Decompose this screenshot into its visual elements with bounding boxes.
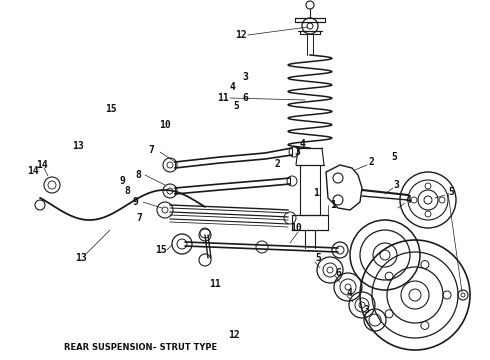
Text: 15: 15	[105, 104, 117, 114]
Text: 3: 3	[243, 72, 248, 82]
Text: 13: 13	[75, 253, 87, 263]
Text: 5: 5	[391, 152, 397, 162]
Text: 11: 11	[209, 279, 221, 289]
Text: 10: 10	[159, 120, 171, 130]
Text: 3: 3	[363, 305, 369, 315]
Text: 1: 1	[314, 188, 319, 198]
Text: 12: 12	[235, 30, 247, 40]
Text: 2: 2	[368, 157, 374, 167]
Text: 5: 5	[448, 187, 454, 197]
Text: 8: 8	[135, 170, 141, 180]
Text: 15: 15	[155, 245, 167, 255]
Text: 7: 7	[136, 213, 142, 223]
Text: 6: 6	[335, 268, 341, 278]
Text: 2: 2	[274, 159, 280, 169]
Text: 3: 3	[294, 147, 300, 157]
Text: 4: 4	[229, 82, 235, 92]
Text: 5: 5	[234, 101, 240, 111]
Text: 9: 9	[132, 197, 138, 207]
Text: 7: 7	[148, 145, 154, 155]
Text: 13: 13	[73, 141, 84, 151]
Text: 14: 14	[27, 166, 39, 176]
Text: 1: 1	[330, 200, 336, 210]
Text: 5: 5	[315, 253, 321, 263]
Text: 4: 4	[347, 288, 353, 298]
Text: 3: 3	[393, 180, 399, 190]
Text: 11: 11	[217, 93, 229, 103]
Text: 4: 4	[300, 139, 306, 149]
Text: 4: 4	[406, 195, 412, 205]
Text: 9: 9	[119, 176, 125, 186]
Text: 14: 14	[36, 160, 48, 170]
Text: 10: 10	[290, 223, 302, 233]
Text: REAR SUSPENSION– STRUT TYPE: REAR SUSPENSION– STRUT TYPE	[64, 343, 217, 352]
Text: 12: 12	[228, 330, 240, 340]
Text: 8: 8	[124, 186, 130, 196]
Text: 6: 6	[243, 93, 248, 103]
